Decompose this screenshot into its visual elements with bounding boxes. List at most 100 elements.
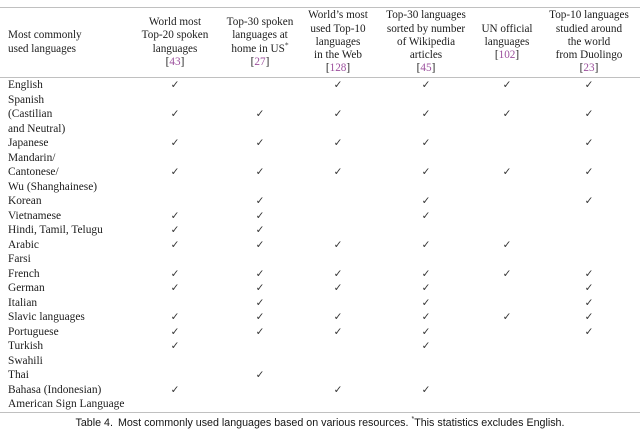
citation: [43] (165, 55, 185, 68)
citation: [23] (579, 62, 599, 75)
check-cell-wikipedia: ✓ (376, 194, 476, 209)
checkmark: ✓ (333, 325, 343, 338)
header-line: UN official (481, 22, 533, 35)
checkmark: ✓ (421, 383, 431, 396)
table-row: English ✓ ✓ ✓ ✓ ✓ (0, 78, 640, 93)
checkmark: ✓ (421, 195, 431, 207)
language-name: Swahili (0, 354, 130, 369)
check-cell-web (300, 354, 376, 369)
check-cell-top20-spoken: ✓ (130, 281, 220, 296)
check-cell-top20-spoken (130, 296, 220, 311)
language-name: Farsi (0, 252, 130, 267)
checkmark: ✓ (170, 340, 180, 352)
checkmark: ✓ (502, 267, 512, 280)
check-cell-us-home: ✓ (220, 267, 300, 282)
check-cell-us-home: ✓ (220, 238, 300, 253)
check-cell-wikipedia: ✓ (376, 238, 476, 253)
check-cell-web: ✓ (300, 281, 376, 296)
table-row: Swahili (0, 354, 640, 369)
check-cell-un-official (476, 325, 538, 340)
language-name-line: Mandarin/ (8, 151, 56, 164)
header-line: languages (484, 35, 530, 48)
check-cell-wikipedia (376, 223, 476, 238)
check-cell-top20-spoken (130, 194, 220, 209)
check-cell-top20-spoken: ✓ (130, 238, 220, 253)
table-row: Mandarin/Cantonese/Wu (Shanghainese) ✓ ✓ ✓ ✓… (0, 151, 640, 195)
table-row: Bahasa (Indonesian) ✓ ✓ ✓ (0, 383, 640, 398)
checkmark: ✓ (170, 267, 180, 280)
check-cell-web (300, 339, 376, 354)
checkmark: ✓ (421, 209, 431, 222)
check-cell-un-official (476, 281, 538, 296)
check-cell-duolingo: ✓ (538, 267, 640, 282)
check-cell-un-official (476, 223, 538, 238)
checkmark: ✓ (421, 296, 431, 309)
check-cell-duolingo: ✓ (538, 325, 640, 340)
check-cell-top20-spoken: ✓ (130, 136, 220, 151)
language-name: Slavic languages (0, 310, 130, 325)
checkmark: ✓ (421, 325, 431, 338)
table-row: Portuguese ✓ ✓ ✓ ✓ ✓ (0, 325, 640, 340)
language-name: Turkish (0, 339, 130, 354)
header-line: used Top-10 (310, 22, 366, 35)
checkmark: ✓ (502, 311, 512, 323)
check-cell-us-home (220, 354, 300, 369)
table-row: Turkish ✓ ✓ (0, 339, 640, 354)
citation-link[interactable]: 102 (498, 49, 516, 62)
header-line: Top-10 languages (549, 9, 629, 22)
checkmark: ✓ (584, 325, 594, 338)
check-cell-duolingo: ✓ (538, 78, 640, 93)
citation-link[interactable]: 23 (583, 62, 595, 75)
check-cell-un-official: ✓ (476, 93, 538, 137)
checkmark: ✓ (333, 166, 343, 178)
checkmark: ✓ (421, 137, 431, 149)
check-cell-top20-spoken: ✓ (130, 78, 220, 93)
checkmark: ✓ (255, 296, 265, 309)
check-cell-duolingo: ✓ (538, 281, 640, 296)
checkmark: ✓ (170, 282, 180, 294)
language-name-line: Hindi, Tamil, Telugu (8, 224, 103, 236)
citation: [27] (250, 55, 270, 68)
column-header-web: World’s most used Top-10 languages in the W… (300, 8, 376, 77)
checkmark: ✓ (502, 108, 512, 120)
check-cell-web: ✓ (300, 238, 376, 253)
check-cell-top20-spoken (130, 368, 220, 383)
check-cell-us-home: ✓ (220, 281, 300, 296)
checkmark: ✓ (255, 282, 265, 294)
check-cell-wikipedia: ✓ (376, 78, 476, 93)
check-cell-us-home: ✓ (220, 368, 300, 383)
check-cell-wikipedia: ✓ (376, 325, 476, 340)
check-cell-duolingo (538, 383, 640, 398)
language-name: Hindi, Tamil, Telugu (0, 223, 130, 238)
check-cell-top20-spoken: ✓ (130, 223, 220, 238)
check-cell-us-home (220, 383, 300, 398)
checkmark: ✓ (502, 166, 512, 178)
citation-link[interactable]: 45 (420, 62, 432, 75)
checkmark: ✓ (255, 267, 265, 280)
language-name-line: (Castilian (8, 108, 53, 120)
check-cell-web (300, 368, 376, 383)
language-name-line: Turkish (8, 340, 44, 352)
check-cell-un-official (476, 354, 538, 369)
caption-note: This statistics excludes English. (414, 416, 565, 429)
citation-link[interactable]: 128 (329, 62, 347, 75)
check-cell-duolingo (538, 339, 640, 354)
check-cell-un-official (476, 209, 538, 224)
header-line: World’s most (308, 9, 368, 22)
check-cell-web: ✓ (300, 151, 376, 195)
check-cell-wikipedia (376, 252, 476, 267)
citation-link[interactable]: 27 (254, 55, 266, 68)
header-line: the world (567, 35, 611, 48)
table-row: German ✓ ✓ ✓ ✓ ✓ (0, 281, 640, 296)
check-cell-top20-spoken: ✓ (130, 339, 220, 354)
check-cell-wikipedia (376, 368, 476, 383)
language-name: Japanese (0, 136, 130, 151)
language-name: French (0, 267, 130, 282)
check-cell-us-home: ✓ (220, 310, 300, 325)
check-cell-un-official: ✓ (476, 310, 538, 325)
check-cell-wikipedia: ✓ (376, 151, 476, 195)
citation-link[interactable]: 43 (169, 55, 181, 68)
checkmark: ✓ (584, 195, 594, 207)
checkmark: ✓ (255, 195, 265, 207)
check-cell-web (300, 296, 376, 311)
